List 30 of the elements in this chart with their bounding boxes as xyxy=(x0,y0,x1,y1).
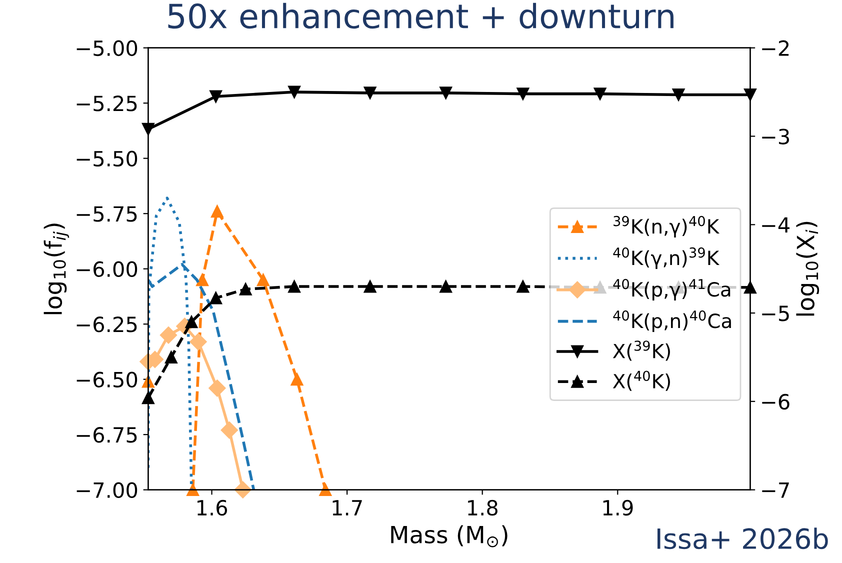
text: Issa+ 2026b xyxy=(658,528,828,550)
legend-label: $^{39}$K(n,γ)$^{40}$K xyxy=(614,216,720,238)
legend-label: $^{40}$K(p,γ)$^{41}$Ca xyxy=(613,278,730,300)
x-tick-label: 1.6 xyxy=(198,500,228,516)
y-tick-label: −5.75 xyxy=(76,206,137,222)
y-tick-label: −7.00 xyxy=(76,482,138,498)
chart-title: 50x enhancement + downturn xyxy=(168,2,674,29)
y-tick-label: −6.50 xyxy=(76,372,138,388)
y2-tick-label: −3 xyxy=(762,128,789,144)
y-tick-label: −5.50 xyxy=(76,150,138,167)
y2-tick-label: −5 xyxy=(762,306,789,322)
legend-label: X($^{39}$K) xyxy=(612,340,670,361)
y-tick-label: −5.25 xyxy=(76,96,137,112)
y-tick-label: −6.75 xyxy=(76,427,137,443)
y-tick-label: −6.00 xyxy=(76,261,138,278)
legend-label: X($^{40}$K) xyxy=(612,370,670,391)
y-tick-label: −6.25 xyxy=(76,316,137,332)
y-tick-label: −5.00 xyxy=(76,40,138,56)
y2-axis-title: log$_{10}$(X$_{i}$) xyxy=(796,222,820,316)
x-tick-label: 1.8 xyxy=(468,500,498,516)
y2-tick-label: −6 xyxy=(762,394,790,410)
legend-label: $^{40}$K(p,n)$^{40}$Ca xyxy=(613,310,731,332)
x-tick-label: 1.7 xyxy=(332,500,362,516)
y2-tick-label: −7 xyxy=(762,482,789,498)
y-axis-title: log$_{10}$(f$_{ij}$) xyxy=(44,224,70,314)
y2-tick-label: −2 xyxy=(762,40,789,56)
legend-label: $^{40}$K(γ,n)$^{39}$K xyxy=(613,247,720,269)
x-tick-label: 1.9 xyxy=(603,500,633,516)
y2-tick-label: −4 xyxy=(762,217,790,233)
x-axis-title: Mass (M$_{⊙}$) xyxy=(391,525,508,548)
